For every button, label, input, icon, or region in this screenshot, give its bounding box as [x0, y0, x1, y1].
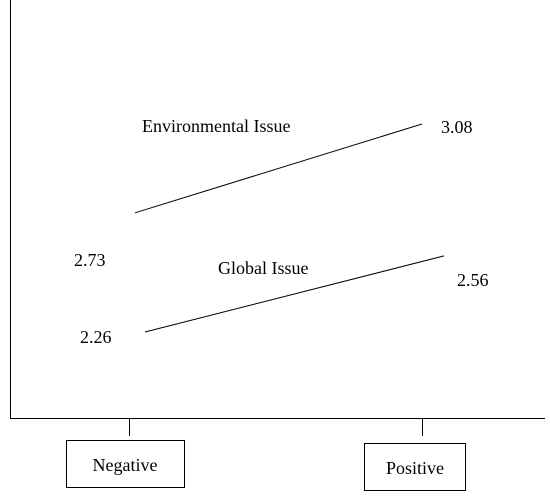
category-label-negative: Negative	[93, 455, 158, 475]
series-label-environmental-issue: Environmental Issue	[142, 116, 290, 136]
data-label-global-negative: 2.26	[80, 327, 112, 347]
series-line-environmental-issue	[134, 123, 423, 214]
data-label-environmental-negative: 2.73	[74, 250, 106, 270]
series-label-global-issue: Global Issue	[218, 258, 308, 278]
data-label-environmental-positive: 3.08	[441, 117, 473, 137]
series-line-global-issue	[144, 255, 445, 333]
category-box-negative	[66, 440, 185, 488]
category-box-positive	[364, 443, 466, 491]
category-label-positive: Positive	[386, 458, 444, 478]
data-label-global-positive: 2.56	[457, 270, 489, 290]
